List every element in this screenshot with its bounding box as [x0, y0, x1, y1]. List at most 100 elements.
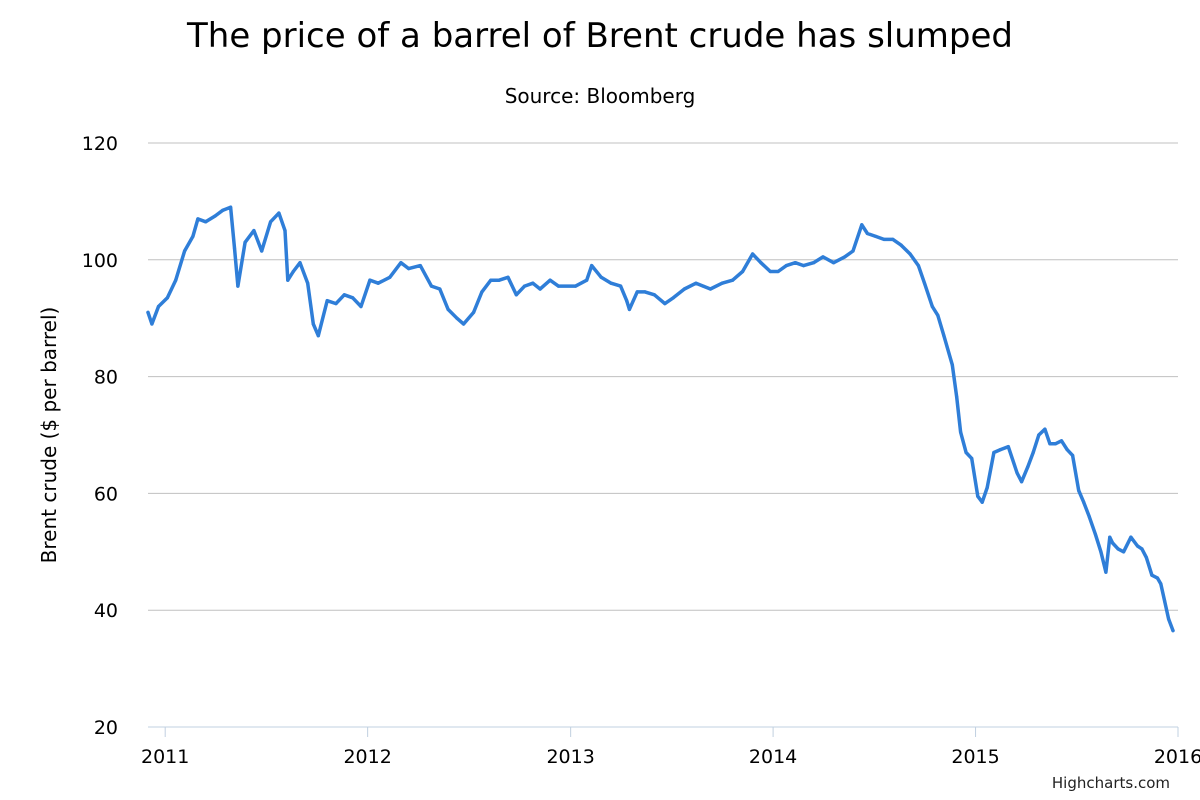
data-point[interactable]: [455, 316, 459, 320]
data-point[interactable]: [191, 234, 195, 238]
data-point[interactable]: [843, 255, 847, 259]
data-point[interactable]: [1099, 550, 1103, 554]
data-point[interactable]: [1159, 582, 1163, 586]
data-point[interactable]: [1043, 427, 1047, 431]
data-point[interactable]: [694, 281, 698, 285]
data-point[interactable]: [325, 299, 329, 303]
data-point[interactable]: [731, 278, 735, 282]
data-point[interactable]: [970, 456, 974, 460]
data-point[interactable]: [812, 261, 816, 265]
data-point[interactable]: [930, 304, 934, 309]
data-point[interactable]: [538, 287, 542, 291]
data-point[interactable]: [514, 293, 518, 297]
data-point[interactable]: [1140, 547, 1144, 551]
data-point[interactable]: [936, 313, 940, 317]
data-point[interactable]: [1122, 550, 1126, 554]
data-point[interactable]: [964, 450, 968, 455]
data-point[interactable]: [860, 223, 864, 227]
data-point[interactable]: [891, 237, 895, 241]
data-point[interactable]: [1020, 480, 1024, 484]
data-point[interactable]: [183, 249, 187, 253]
data-point[interactable]: [1082, 500, 1086, 504]
data-point[interactable]: [1026, 465, 1030, 469]
data-point[interactable]: [751, 252, 755, 256]
data-point[interactable]: [916, 264, 921, 268]
data-point[interactable]: [882, 237, 886, 241]
data-point[interactable]: [1087, 515, 1091, 519]
data-point[interactable]: [204, 220, 208, 224]
data-point[interactable]: [311, 322, 315, 326]
data-point[interactable]: [523, 284, 527, 288]
data-point[interactable]: [156, 304, 161, 309]
data-point[interactable]: [376, 281, 380, 285]
data-point[interactable]: [283, 229, 287, 233]
data-point[interactable]: [663, 302, 667, 306]
data-point[interactable]: [1006, 445, 1010, 449]
data-point[interactable]: [865, 231, 870, 236]
data-point[interactable]: [359, 304, 363, 309]
data-point[interactable]: [635, 290, 639, 294]
data-point[interactable]: [1171, 629, 1175, 633]
data-point[interactable]: [671, 296, 675, 300]
data-point[interactable]: [232, 246, 237, 250]
data-point[interactable]: [462, 322, 466, 326]
data-point[interactable]: [985, 486, 989, 490]
data-point[interactable]: [682, 287, 687, 291]
data-point[interactable]: [590, 264, 594, 268]
data-point[interactable]: [998, 448, 1003, 452]
data-point[interactable]: [407, 267, 411, 271]
data-point[interactable]: [497, 278, 501, 282]
data-point[interactable]: [146, 310, 150, 314]
data-point[interactable]: [720, 281, 724, 285]
data-point[interactable]: [229, 205, 233, 209]
data-point[interactable]: [955, 395, 959, 399]
data-point[interactable]: [306, 281, 310, 285]
data-point[interactable]: [1144, 556, 1148, 560]
data-point[interactable]: [599, 275, 603, 279]
data-point[interactable]: [531, 281, 535, 285]
data-point[interactable]: [942, 334, 946, 338]
data-point[interactable]: [351, 296, 355, 300]
data-point[interactable]: [899, 243, 903, 247]
data-point[interactable]: [708, 287, 713, 291]
data-point[interactable]: [776, 269, 780, 274]
data-point[interactable]: [399, 261, 403, 265]
data-point[interactable]: [1111, 541, 1115, 545]
data-point[interactable]: [446, 307, 450, 311]
data-point[interactable]: [643, 290, 647, 294]
data-point[interactable]: [980, 500, 984, 504]
data-point[interactable]: [316, 334, 320, 338]
data-point[interactable]: [269, 220, 273, 224]
data-point[interactable]: [1155, 576, 1160, 580]
data-point[interactable]: [165, 296, 169, 300]
data-point[interactable]: [832, 261, 836, 265]
data-point[interactable]: [959, 430, 963, 434]
data-point[interactable]: [1108, 535, 1112, 539]
data-point[interactable]: [741, 269, 745, 274]
data-point[interactable]: [619, 284, 623, 288]
series-line[interactable]: [146, 205, 1175, 633]
data-point[interactable]: [174, 278, 178, 282]
data-point[interactable]: [252, 229, 256, 233]
data-point[interactable]: [213, 214, 217, 218]
data-point[interactable]: [342, 293, 346, 297]
data-point[interactable]: [556, 284, 561, 288]
data-point[interactable]: [196, 217, 200, 221]
data-point[interactable]: [908, 252, 912, 256]
data-point[interactable]: [992, 450, 996, 455]
data-point[interactable]: [609, 281, 613, 285]
data-point[interactable]: [976, 494, 980, 498]
data-point[interactable]: [438, 287, 442, 291]
data-point[interactable]: [472, 310, 476, 314]
data-point[interactable]: [768, 269, 772, 274]
data-point[interactable]: [1059, 439, 1064, 443]
data-point[interactable]: [1071, 453, 1075, 457]
data-point[interactable]: [1037, 433, 1041, 437]
data-point[interactable]: [260, 249, 264, 253]
data-point[interactable]: [243, 240, 247, 244]
data-point[interactable]: [1048, 442, 1052, 446]
data-point[interactable]: [701, 284, 705, 288]
data-point[interactable]: [652, 293, 657, 297]
data-point[interactable]: [851, 249, 855, 253]
data-point[interactable]: [368, 278, 372, 282]
